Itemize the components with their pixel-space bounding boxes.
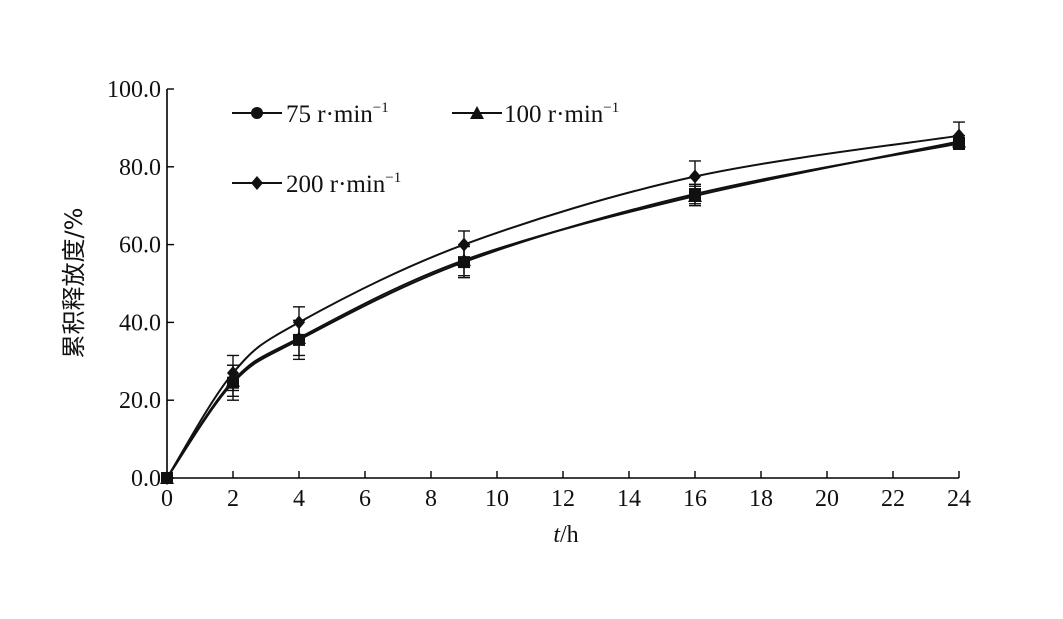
x-tick-label: 6 [359, 486, 371, 512]
legend-label: 200 r·min−1 [286, 170, 401, 198]
data-point [458, 237, 470, 252]
y-tick-label: 100.0 [107, 77, 161, 103]
x-tick-label: 18 [749, 486, 773, 512]
axes [166, 89, 959, 479]
legend-label: 75 r·min−1 [286, 100, 389, 128]
legend-marker [251, 107, 263, 119]
y-tick-label: 0.0 [131, 466, 161, 492]
y-tick-label: 40.0 [119, 310, 161, 336]
legend-entry: 200 r·min−1 [232, 170, 401, 198]
series-layer [160, 121, 966, 485]
x-axis-title-variable: t [553, 522, 561, 548]
data-point [227, 365, 239, 380]
x-tick-label: 20 [815, 486, 839, 512]
x-tick-label: 24 [947, 486, 971, 512]
series-triangle [160, 134, 966, 484]
data-point [161, 471, 173, 485]
data-point [688, 188, 702, 202]
x-axis-ticks: 0 2 4 6 8 10 12 14 16 18 20 22 24 [161, 471, 971, 512]
x-axis-title: t/h [553, 522, 578, 548]
legend-marker [251, 176, 263, 190]
legend-label: 100 r·min−1 [504, 100, 619, 128]
y-tick-label: 20.0 [119, 388, 161, 414]
x-tick-label: 14 [617, 486, 641, 512]
legend-entry: 75 r·min−1 [232, 100, 389, 128]
y-tick-label: 60.0 [119, 233, 161, 259]
x-tick-label: 4 [293, 486, 305, 512]
x-tick-label: 16 [683, 486, 707, 512]
data-point [293, 315, 305, 330]
legend-entry: 100 r·min−1 [452, 100, 619, 128]
data-point [457, 253, 471, 267]
x-tick-label: 10 [485, 486, 509, 512]
y-tick-label: 80.0 [119, 155, 161, 181]
data-point [953, 128, 965, 143]
x-tick-label: 0 [161, 486, 173, 512]
legend: 75 r·min−1 100 r·min−1 200 r·min−1 [232, 100, 619, 198]
series-diamond [161, 121, 965, 485]
data-point [689, 169, 701, 184]
legend-marker [470, 106, 484, 119]
x-tick-label: 12 [551, 486, 575, 512]
y-axis-title: 累积释放度/% [60, 208, 88, 359]
x-axis-title-unit: /h [560, 522, 579, 548]
y-axis-ticks: 0.0 20.0 40.0 60.0 80.0 100.0 [107, 77, 174, 492]
series-square [161, 136, 965, 484]
x-tick-label: 22 [881, 486, 905, 512]
x-tick-label: 2 [227, 486, 239, 512]
x-tick-label: 8 [425, 486, 437, 512]
